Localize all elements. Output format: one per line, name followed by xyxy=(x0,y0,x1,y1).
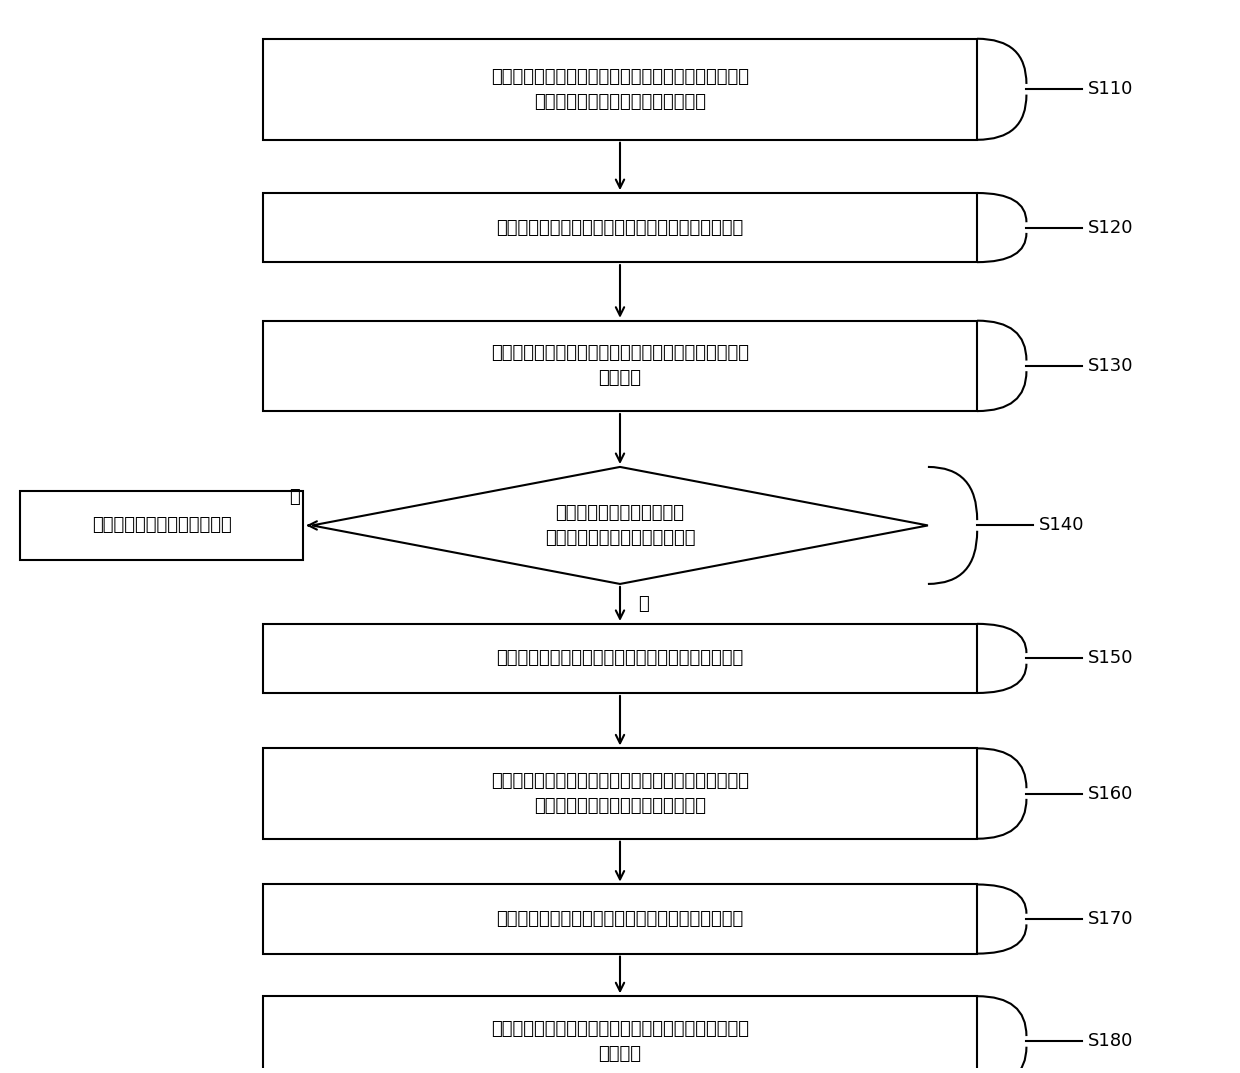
Bar xyxy=(263,623,977,693)
Text: S110: S110 xyxy=(1087,80,1133,99)
Polygon shape xyxy=(312,467,928,584)
Text: 否: 否 xyxy=(289,488,300,506)
Text: 根据基础漏气量和漏气量比值计算得到呼吸机漏气量: 根据基础漏气量和漏气量比值计算得到呼吸机漏气量 xyxy=(496,910,744,928)
Text: S130: S130 xyxy=(1087,357,1133,374)
Bar xyxy=(263,193,977,262)
Text: S150: S150 xyxy=(1087,649,1133,667)
Bar xyxy=(263,884,977,954)
Text: 是: 是 xyxy=(639,594,650,613)
Bar xyxy=(20,490,304,560)
Text: 根据呼吸机在不同压力水平下的基础漏气量进行拟合计
算，得到基础漏气量拟合公式并保存: 根据呼吸机在不同压力水平下的基础漏气量进行拟合计 算，得到基础漏气量拟合公式并保… xyxy=(491,68,749,111)
Bar xyxy=(263,996,977,1073)
Text: 获取呼吸机的压力参数和呼吸机监测得到的流量数值: 获取呼吸机的压力参数和呼吸机监测得到的流量数值 xyxy=(496,219,744,236)
Text: 获取流量数值等于基础漏气量的时刻，得到时间阈值: 获取流量数值等于基础漏气量的时刻，得到时间阈值 xyxy=(496,649,744,667)
Text: S160: S160 xyxy=(1087,784,1133,803)
Bar xyxy=(263,321,977,411)
Bar xyxy=(263,748,977,839)
Text: S170: S170 xyxy=(1087,910,1133,928)
Text: S180: S180 xyxy=(1087,1032,1133,1050)
Bar xyxy=(263,39,977,139)
Text: 将流量数值作为呼吸机漏气量: 将流量数值作为呼吸机漏气量 xyxy=(92,516,232,534)
Text: 根据流量数值、基础漏气量和时间阈值进行积分运算，
并根据积分运算结果得到漏气量比值: 根据流量数值、基础漏气量和时间阈值进行积分运算， 并根据积分运算结果得到漏气量比… xyxy=(491,771,749,815)
Text: 根据压力参数和预设的基础漏气量拟合公式计算得到基
础漏气量: 根据压力参数和预设的基础漏气量拟合公式计算得到基 础漏气量 xyxy=(491,344,749,387)
Text: S120: S120 xyxy=(1087,219,1133,236)
Text: 检测在预设时长内是否存在
流量数值等于基础漏气量的时刻: 检测在预设时长内是否存在 流量数值等于基础漏气量的时刻 xyxy=(544,504,696,547)
Text: S140: S140 xyxy=(1039,516,1084,534)
Text: 根据呼吸机漏气量和接收的调节阈值，对呼吸机进行灵
敏度调节: 根据呼吸机漏气量和接收的调节阈值，对呼吸机进行灵 敏度调节 xyxy=(491,1020,749,1063)
